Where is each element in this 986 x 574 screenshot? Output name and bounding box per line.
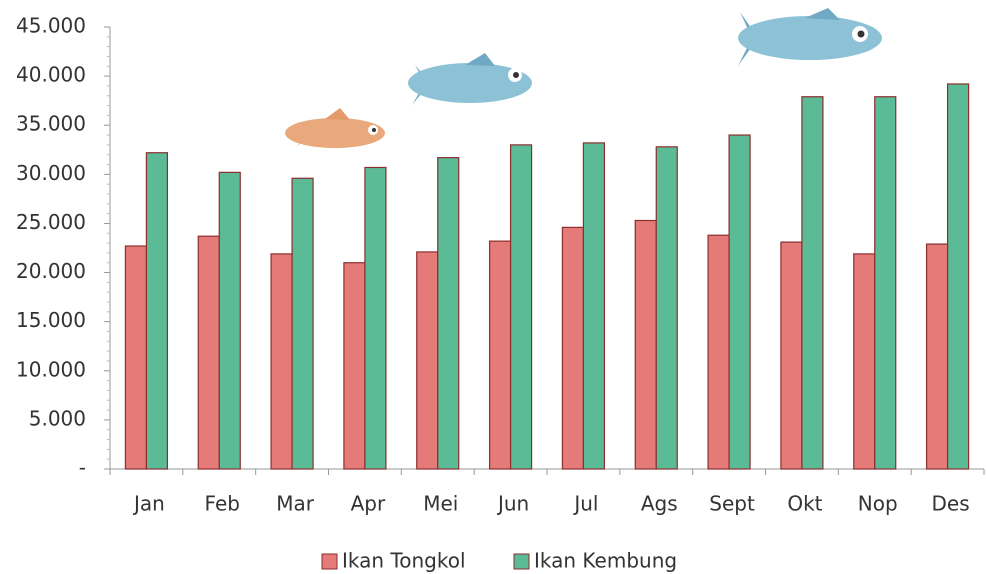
x-tick-label: Jul — [572, 492, 598, 516]
bar — [490, 241, 511, 469]
bar — [927, 244, 948, 469]
x-tick-label: Feb — [205, 492, 240, 516]
bar — [271, 254, 292, 469]
legend-swatch — [322, 554, 337, 569]
bar — [198, 236, 219, 469]
legend-swatch — [514, 554, 529, 569]
y-tick-label: 30.000 — [16, 161, 86, 185]
y-tick-label: 45.000 — [16, 14, 86, 38]
x-tick-label: Jan — [132, 492, 165, 516]
legend: Ikan Tongkol Ikan Kembung — [322, 549, 677, 573]
bar — [125, 246, 146, 469]
x-tick-label: Ags — [641, 492, 678, 516]
x-tick-label: Apr — [351, 492, 386, 516]
x-tick-label: Okt — [787, 492, 822, 516]
x-tick-label: Mar — [276, 492, 315, 516]
y-tick-label: 15.000 — [16, 308, 86, 332]
bar — [438, 158, 459, 469]
chart: - 5.000 10.000 15.000 20.000 25.000 30.000 35.0… — [0, 0, 986, 574]
bar — [344, 263, 365, 469]
bar — [511, 145, 532, 469]
x-tick-label: Nop — [858, 492, 898, 516]
y-tick-label: 5.000 — [29, 406, 86, 430]
x-tick-label: Jun — [496, 492, 529, 516]
y-tick-label: 10.000 — [16, 357, 86, 381]
bar — [417, 252, 438, 469]
bar — [948, 84, 969, 469]
y-tick-label: 25.000 — [16, 210, 86, 234]
bar — [583, 143, 604, 469]
x-tick-label: Mei — [423, 492, 458, 516]
y-tick-label: 35.000 — [16, 112, 86, 136]
bar — [292, 178, 313, 469]
bar — [635, 220, 656, 469]
bar — [875, 97, 896, 469]
bar — [781, 242, 802, 469]
legend-label: Ikan Kembung — [534, 549, 677, 573]
bar — [562, 227, 583, 469]
bar — [219, 172, 240, 469]
bar — [365, 167, 386, 469]
y-tick-label: 20.000 — [16, 259, 86, 283]
bar — [708, 235, 729, 469]
x-tick-label: Des — [932, 492, 970, 516]
bar — [656, 147, 677, 469]
y-tick-label: 40.000 — [16, 63, 86, 87]
legend-label: Ikan Tongkol — [342, 549, 466, 573]
bar — [146, 153, 167, 469]
bar — [854, 254, 875, 469]
y-tick-label: - — [79, 456, 86, 480]
bar — [802, 97, 823, 469]
bar — [729, 135, 750, 469]
x-tick-label: Sept — [709, 492, 755, 516]
fish-decoration — [285, 8, 882, 148]
